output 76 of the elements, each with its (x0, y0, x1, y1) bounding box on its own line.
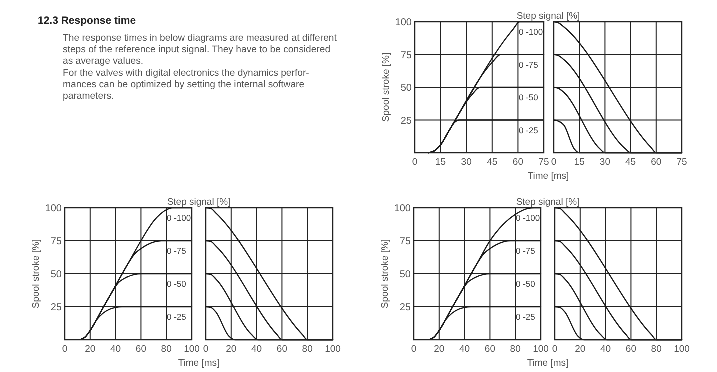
x-tick-label: 20 (434, 344, 445, 355)
x-tick-label: 100 (674, 344, 690, 355)
x-tick-label: 80 (510, 344, 521, 355)
series-label: 0 -75 (516, 246, 536, 256)
series-label: 0 -50 (167, 279, 187, 289)
text: parameters. (63, 91, 114, 102)
series-label: 0 -25 (167, 312, 187, 322)
x-tick-label: 30 (600, 157, 610, 168)
series-label: 0 -25 (519, 125, 539, 136)
x-tick-label: 0 (411, 344, 417, 355)
series-label: 0 -100 (516, 213, 540, 223)
x-tick-label: 75 (538, 157, 550, 168)
x-tick-label: 20 (85, 344, 96, 355)
x-tick-label: 60 (136, 344, 146, 355)
text: steps of the reference input signal. They have to be considered (63, 44, 331, 56)
x-tick-label: 80 (651, 344, 662, 355)
x-tick-label: 80 (161, 344, 172, 355)
x-tick-label: 60 (276, 344, 288, 355)
x-tick-label: 40 (110, 344, 122, 355)
y-tick-label: 100 (394, 204, 412, 214)
x-tick-label: 0 (62, 344, 68, 355)
chart-title: Step signal [%] (516, 197, 580, 208)
y-tick-label: 75 (50, 236, 62, 248)
y-tick-label: 100 (45, 204, 62, 214)
x-tick-label: 20 (575, 344, 586, 355)
x-tick-label: 45 (626, 157, 636, 168)
x-axis-title: Time [ms] (178, 358, 220, 369)
y-tick-label: 50 (400, 83, 412, 94)
x-tick-label: 60 (626, 344, 636, 355)
x-tick-label: 60 (651, 157, 662, 168)
text: 12.3 Response time (38, 15, 136, 27)
y-tick-label: 50 (50, 270, 62, 280)
x-tick-label: 100 (533, 344, 549, 355)
series-label: 0 -75 (519, 60, 539, 70)
x-tick-label: 20 (226, 344, 237, 355)
y-axis-title: Spool stroke [%] (380, 239, 391, 309)
series-label: 0 -25 (516, 312, 536, 322)
x-tick-label: 40 (252, 344, 262, 355)
x-tick-label: 15 (574, 157, 585, 168)
chart-title: Step signal [%] (167, 197, 231, 208)
x-tick-label: 15 (436, 157, 446, 168)
x-tick-label: 60 (484, 344, 496, 355)
x-tick-label: 100 (184, 344, 200, 355)
x-axis-title: Time [ms] (527, 358, 569, 369)
series-label: 0 -50 (516, 279, 536, 289)
x-tick-label: 100 (325, 344, 341, 355)
series-label: 0 -100 (519, 27, 544, 37)
y-tick-label: 25 (400, 302, 412, 314)
y-axis-title: Spool stroke [%] (381, 52, 392, 122)
chart-title: Step signal [%] (516, 11, 580, 22)
series-label: 0 -75 (167, 246, 187, 256)
x-tick-label: 40 (600, 344, 612, 355)
x-tick-label: 80 (302, 344, 313, 355)
x-axis-title: Time [ms] (528, 171, 570, 182)
y-axis-title: Spool stroke [%] (31, 239, 42, 309)
x-tick-label: 0 (551, 157, 557, 168)
text: For the valves with digital electronics the dynamics perfor- (63, 68, 310, 79)
x-tick-label: 75 (676, 157, 688, 168)
text: mances can be optimized by setting the internal software (63, 79, 305, 90)
x-tick-label: 0 (552, 344, 558, 355)
y-tick-label: 25 (400, 116, 412, 127)
y-tick-label: 25 (50, 302, 62, 314)
y-tick-label: 100 (395, 18, 412, 28)
x-tick-label: 40 (460, 344, 470, 355)
y-tick-label: 50 (400, 270, 412, 280)
x-tick-label: 60 (512, 157, 524, 168)
x-tick-label: 0 (412, 157, 418, 168)
x-tick-label: 30 (461, 157, 472, 168)
x-tick-label: 0 (203, 344, 209, 355)
y-tick-label: 75 (400, 50, 412, 62)
x-tick-label: 45 (487, 157, 498, 168)
text: as average values. (63, 56, 144, 68)
series-label: 0 -50 (519, 92, 539, 102)
series-label: 0 -100 (167, 213, 192, 223)
text: The response times in below diagrams are measured at different (63, 33, 338, 44)
y-tick-label: 75 (400, 236, 412, 248)
